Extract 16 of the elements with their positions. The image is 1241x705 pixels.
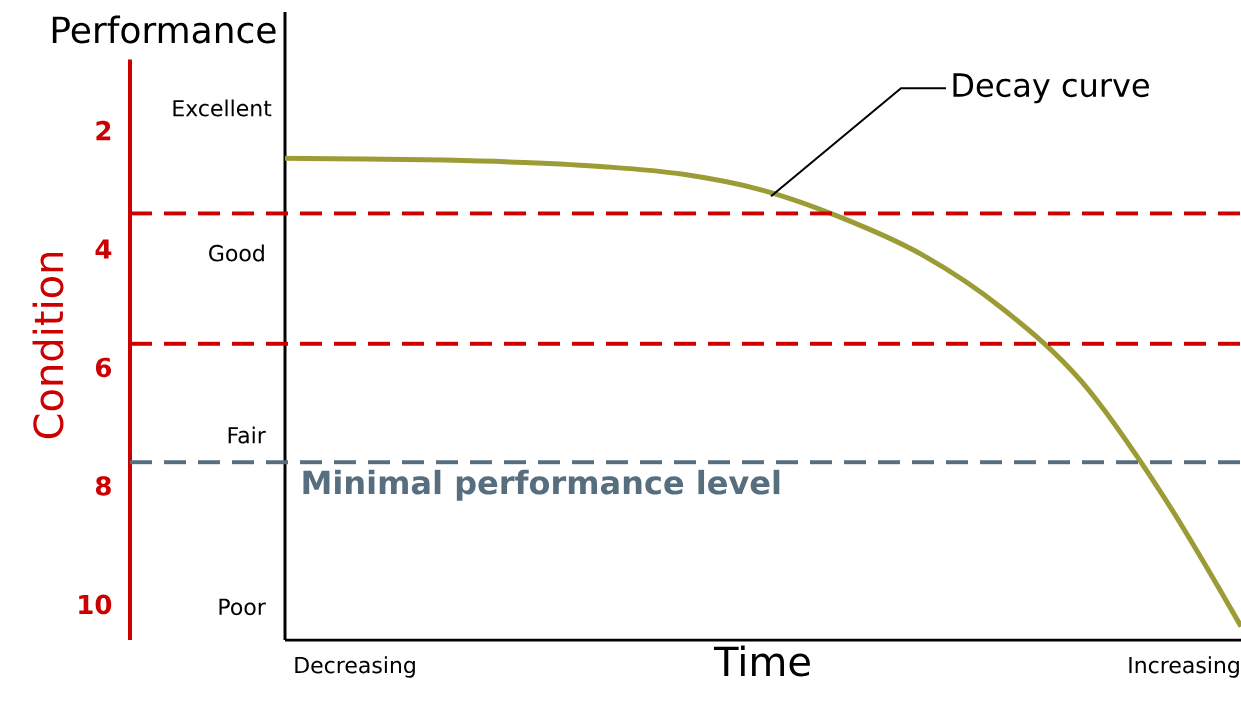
text: Good: [209, 244, 264, 262]
y-tick-label: 2: [96, 120, 111, 141]
text: Decreasing: [295, 656, 415, 678]
text: Decay curve: [953, 73, 1149, 104]
x-axis-title: Time: [713, 645, 810, 677]
text: Increasing: [1129, 656, 1239, 678]
y-tick-label: 6: [95, 357, 112, 378]
ref-line-label: Minimal performance level: [303, 469, 780, 501]
y-tick-label: 10: [79, 594, 112, 615]
text: Excellent: [173, 99, 272, 117]
text: Fair: [228, 426, 266, 444]
y-tick-label: 8: [95, 476, 111, 496]
y-tick-label: 4: [95, 239, 112, 259]
text: Poor: [219, 598, 266, 616]
y-axis-title: Condition: [32, 252, 64, 439]
y2-axis-title: Performance: [52, 15, 276, 44]
